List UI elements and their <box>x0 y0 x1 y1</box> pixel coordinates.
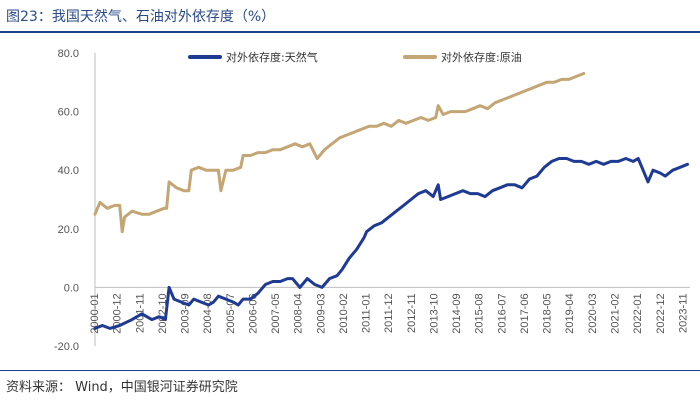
x-tick-label: 2009-03 <box>315 293 327 333</box>
x-tick-label: 2021-02 <box>610 293 622 333</box>
x-tick-label: 2010-02 <box>338 293 350 333</box>
x-tick-label: 2011-12 <box>383 293 395 333</box>
legend-label-gas: 对外依存度:天然气 <box>226 50 318 64</box>
x-tick-label: 2012-11 <box>406 293 418 333</box>
x-tick-label: 2004-08 <box>202 293 214 333</box>
source-divider <box>0 370 700 371</box>
title-divider <box>0 31 700 33</box>
y-tick-label: 20.0 <box>58 224 79 236</box>
x-tick-label: 2000-01 <box>89 293 101 333</box>
y-tick-label: 80.0 <box>58 48 79 60</box>
x-tick-label: 2006-06 <box>247 293 259 333</box>
x-tick-label: 2003-09 <box>180 293 192 333</box>
x-tick-label: 2014-09 <box>451 293 463 333</box>
x-tick-label: 2008-04 <box>293 293 305 333</box>
legend: 对外依存度:天然气 对外依存度:原油 <box>188 50 522 64</box>
y-tick-label: 0.0 <box>64 282 79 294</box>
x-tick-label: 2011-01 <box>361 293 373 333</box>
x-tick-label: 2020-03 <box>587 293 599 333</box>
series-layer <box>93 72 689 330</box>
series-line-gas <box>93 157 689 330</box>
x-tick-label: 2023-11 <box>677 293 689 333</box>
x-tick-label: 2018-05 <box>542 293 554 333</box>
y-tick-label: 60.0 <box>58 107 79 119</box>
legend-label-oil: 对外依存度:原油 <box>441 50 522 64</box>
source-note: 资料来源： Wind，中国银河证券研究院 <box>6 380 238 395</box>
x-tick-label: 2016-07 <box>496 293 508 333</box>
x-tick-label: 2015-08 <box>474 293 486 333</box>
y-tick-label: -20.0 <box>54 341 79 353</box>
y-tick-label: 40.0 <box>58 165 79 177</box>
x-tick-label: 2013-10 <box>428 293 440 333</box>
x-tick-label: 2019-04 <box>564 293 576 333</box>
x-tick-label: 2007-05 <box>270 293 282 333</box>
figure-title: 图23：我国天然气、石油对外依存度（%） <box>6 9 276 25</box>
x-tick-label: 2022-01 <box>632 293 644 333</box>
x-tick-label: 2022-12 <box>655 293 667 333</box>
series-line-oil <box>93 72 586 234</box>
x-tick-label: 2017-06 <box>519 293 531 333</box>
